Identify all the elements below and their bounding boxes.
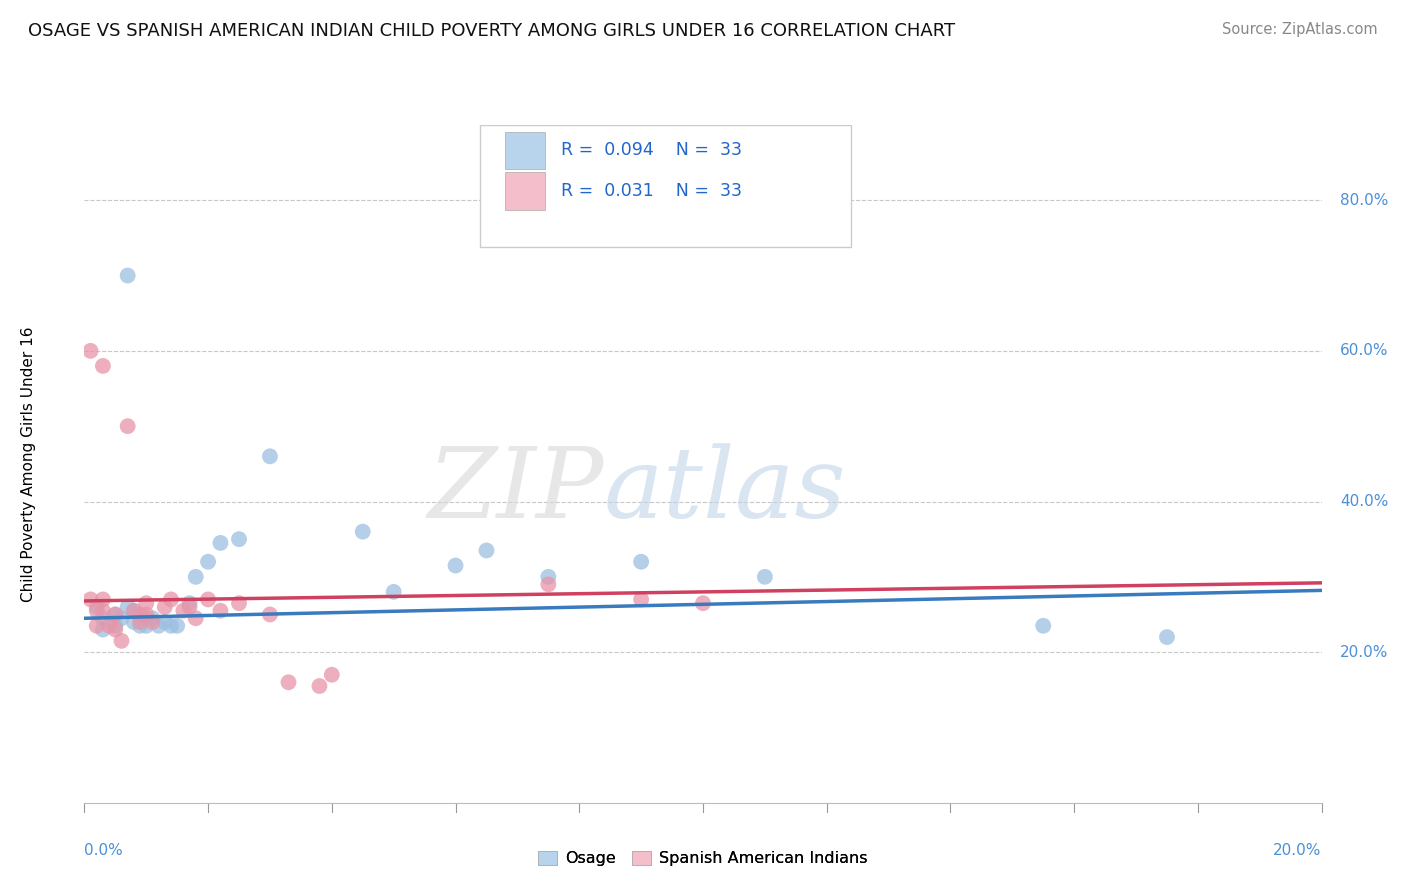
Point	[209, 536, 232, 550]
Point	[135, 619, 157, 633]
Point	[1032, 619, 1054, 633]
Text: Child Poverty Among Girls Under 16: Child Poverty Among Girls Under 16	[21, 326, 37, 601]
Point	[1156, 630, 1178, 644]
Point	[129, 619, 152, 633]
Point	[444, 558, 467, 573]
Point	[117, 599, 139, 614]
Point	[179, 596, 201, 610]
Point	[160, 592, 183, 607]
Point	[630, 555, 652, 569]
FancyBboxPatch shape	[505, 132, 544, 169]
Point	[91, 592, 114, 607]
Text: Source: ZipAtlas.com: Source: ZipAtlas.com	[1222, 22, 1378, 37]
Text: 80.0%: 80.0%	[1340, 193, 1389, 208]
Point	[153, 599, 176, 614]
Point	[135, 596, 157, 610]
Point	[537, 577, 560, 591]
Point	[104, 607, 127, 622]
Text: atlas: atlas	[605, 443, 846, 539]
Point	[122, 615, 145, 629]
Point	[110, 611, 132, 625]
Point	[692, 596, 714, 610]
Point	[148, 619, 170, 633]
Point	[630, 592, 652, 607]
Text: R =  0.031    N =  33: R = 0.031 N = 33	[561, 182, 742, 200]
Point	[79, 592, 101, 607]
Point	[104, 607, 127, 622]
FancyBboxPatch shape	[505, 172, 544, 210]
Point	[184, 570, 207, 584]
Point	[135, 607, 157, 622]
Point	[141, 615, 163, 629]
Point	[277, 675, 299, 690]
Point	[352, 524, 374, 539]
Point	[86, 604, 108, 618]
Point	[228, 532, 250, 546]
Point	[104, 619, 127, 633]
Point	[122, 604, 145, 618]
Text: R =  0.094    N =  33: R = 0.094 N = 33	[561, 141, 742, 160]
Point	[110, 633, 132, 648]
Point	[197, 555, 219, 569]
Point	[166, 619, 188, 633]
Point	[104, 623, 127, 637]
Point	[179, 599, 201, 614]
Text: 20.0%: 20.0%	[1340, 645, 1389, 660]
Point	[98, 619, 121, 633]
Point	[172, 604, 194, 618]
Point	[259, 607, 281, 622]
Point	[321, 667, 343, 681]
Point	[91, 604, 114, 618]
Text: 20.0%: 20.0%	[1274, 844, 1322, 858]
Text: 60.0%: 60.0%	[1340, 343, 1389, 359]
Legend: Osage, Spanish American Indians: Osage, Spanish American Indians	[531, 845, 875, 872]
Point	[475, 543, 498, 558]
Point	[754, 570, 776, 584]
Point	[79, 343, 101, 358]
Point	[135, 611, 157, 625]
Point	[197, 592, 219, 607]
Point	[153, 615, 176, 629]
Point	[91, 623, 114, 637]
Text: OSAGE VS SPANISH AMERICAN INDIAN CHILD POVERTY AMONG GIRLS UNDER 16 CORRELATION : OSAGE VS SPANISH AMERICAN INDIAN CHILD P…	[28, 22, 955, 40]
Point	[382, 585, 405, 599]
Point	[141, 611, 163, 625]
Text: 0.0%: 0.0%	[84, 844, 124, 858]
Point	[91, 611, 114, 625]
Point	[259, 450, 281, 464]
Point	[91, 359, 114, 373]
Point	[160, 619, 183, 633]
Point	[209, 604, 232, 618]
Point	[129, 615, 152, 629]
Point	[122, 604, 145, 618]
Point	[117, 268, 139, 283]
FancyBboxPatch shape	[481, 125, 852, 247]
Text: ZIP: ZIP	[427, 443, 605, 539]
Point	[308, 679, 330, 693]
Point	[86, 599, 108, 614]
Point	[86, 619, 108, 633]
Point	[117, 419, 139, 434]
Point	[184, 611, 207, 625]
Text: 40.0%: 40.0%	[1340, 494, 1389, 509]
Point	[537, 570, 560, 584]
Point	[228, 596, 250, 610]
Point	[129, 607, 152, 622]
